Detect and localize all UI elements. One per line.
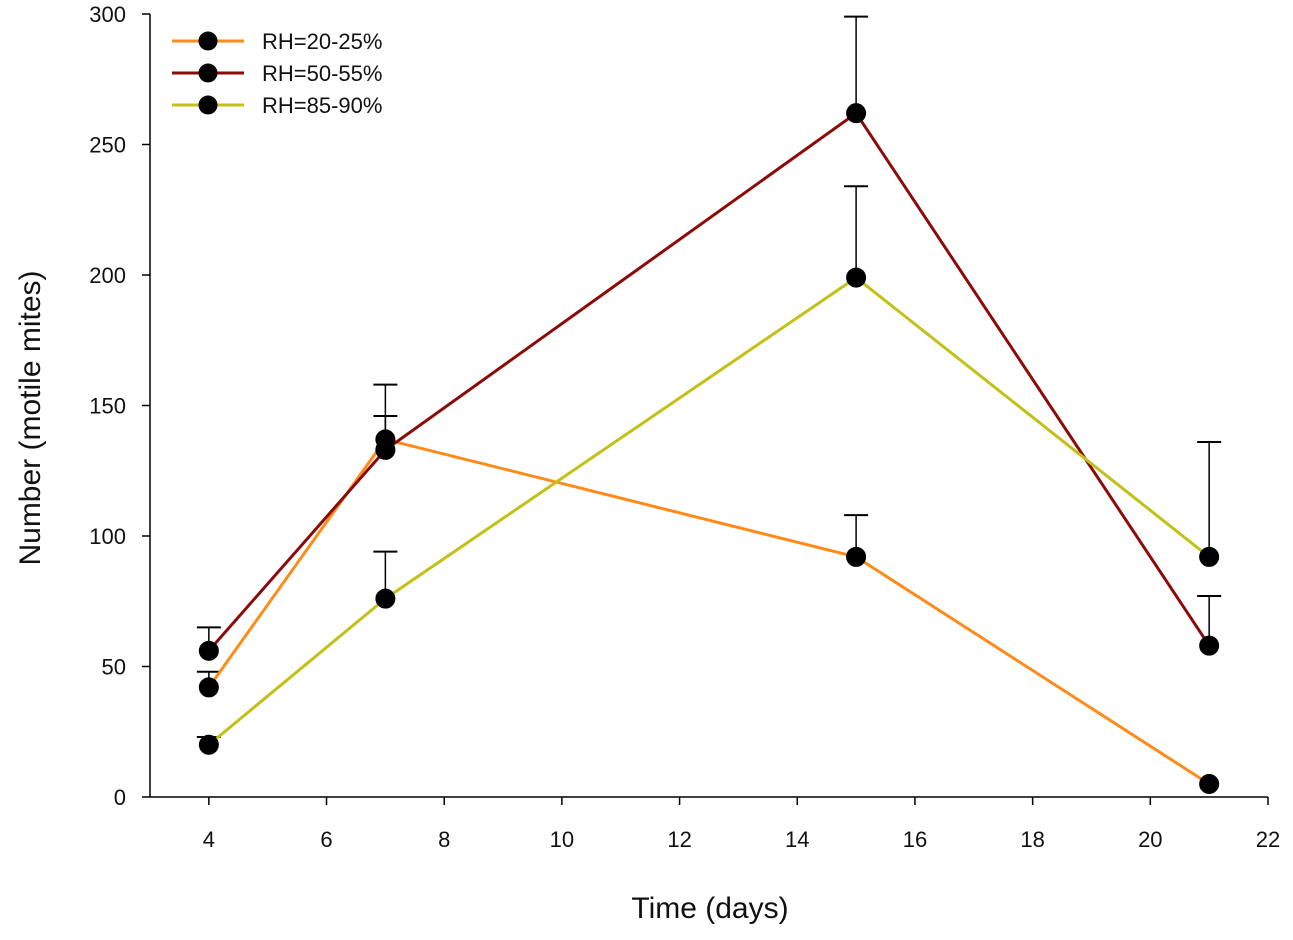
- data-point: [198, 677, 219, 698]
- legend-label: RH=20-25%: [262, 29, 382, 54]
- x-tick-label: 4: [203, 827, 215, 852]
- legend-marker: [198, 63, 218, 83]
- data-point: [846, 546, 867, 567]
- y-axis-title: Number (motile mites): [14, 270, 47, 565]
- y-tick-label: 300: [89, 2, 126, 27]
- data-point: [375, 588, 396, 609]
- legend: RH=20-25% RH=50-55% RH=85-90%: [172, 29, 382, 118]
- data-point: [846, 267, 867, 288]
- series-line-2: [207, 111, 1211, 652]
- x-tick-label: 20: [1138, 827, 1162, 852]
- x-axis-title: Time (days): [631, 892, 788, 925]
- data-point: [1199, 546, 1220, 567]
- x-tick-label: 6: [320, 827, 332, 852]
- series-line-3: [207, 275, 1211, 746]
- y-tick-label: 0: [114, 785, 126, 810]
- series-lines: [207, 111, 1211, 786]
- y-tick-label: 50: [102, 655, 126, 680]
- data-points: [198, 103, 1220, 794]
- data-point: [198, 734, 219, 755]
- legend-label: RH=50-55%: [262, 61, 382, 86]
- y-tick-label: 150: [89, 394, 126, 419]
- x-tick-label: 14: [785, 827, 809, 852]
- series-line-1: [207, 437, 1211, 786]
- data-point: [1199, 773, 1220, 794]
- y-tick-label: 100: [89, 524, 126, 549]
- y-tick-label: 250: [89, 133, 126, 158]
- axes: 4 6 8 10 12 14 16 18 20 22 0 50 100 150 200 250 300: [89, 2, 1280, 852]
- data-point: [198, 640, 219, 661]
- x-tick-label: 22: [1256, 827, 1280, 852]
- data-point: [846, 103, 867, 124]
- data-point: [1199, 635, 1220, 656]
- legend-label: RH=85-90%: [262, 93, 382, 118]
- error-bars: [196, 15, 1222, 745]
- x-tick-label: 12: [667, 827, 691, 852]
- legend-marker: [198, 31, 218, 51]
- legend-marker: [198, 95, 218, 115]
- x-tick-label: 16: [903, 827, 927, 852]
- x-tick-label: 8: [438, 827, 450, 852]
- data-point: [375, 439, 396, 460]
- y-tick-label: 200: [89, 263, 126, 288]
- x-tick-label: 18: [1020, 827, 1044, 852]
- x-tick-label: 10: [550, 827, 574, 852]
